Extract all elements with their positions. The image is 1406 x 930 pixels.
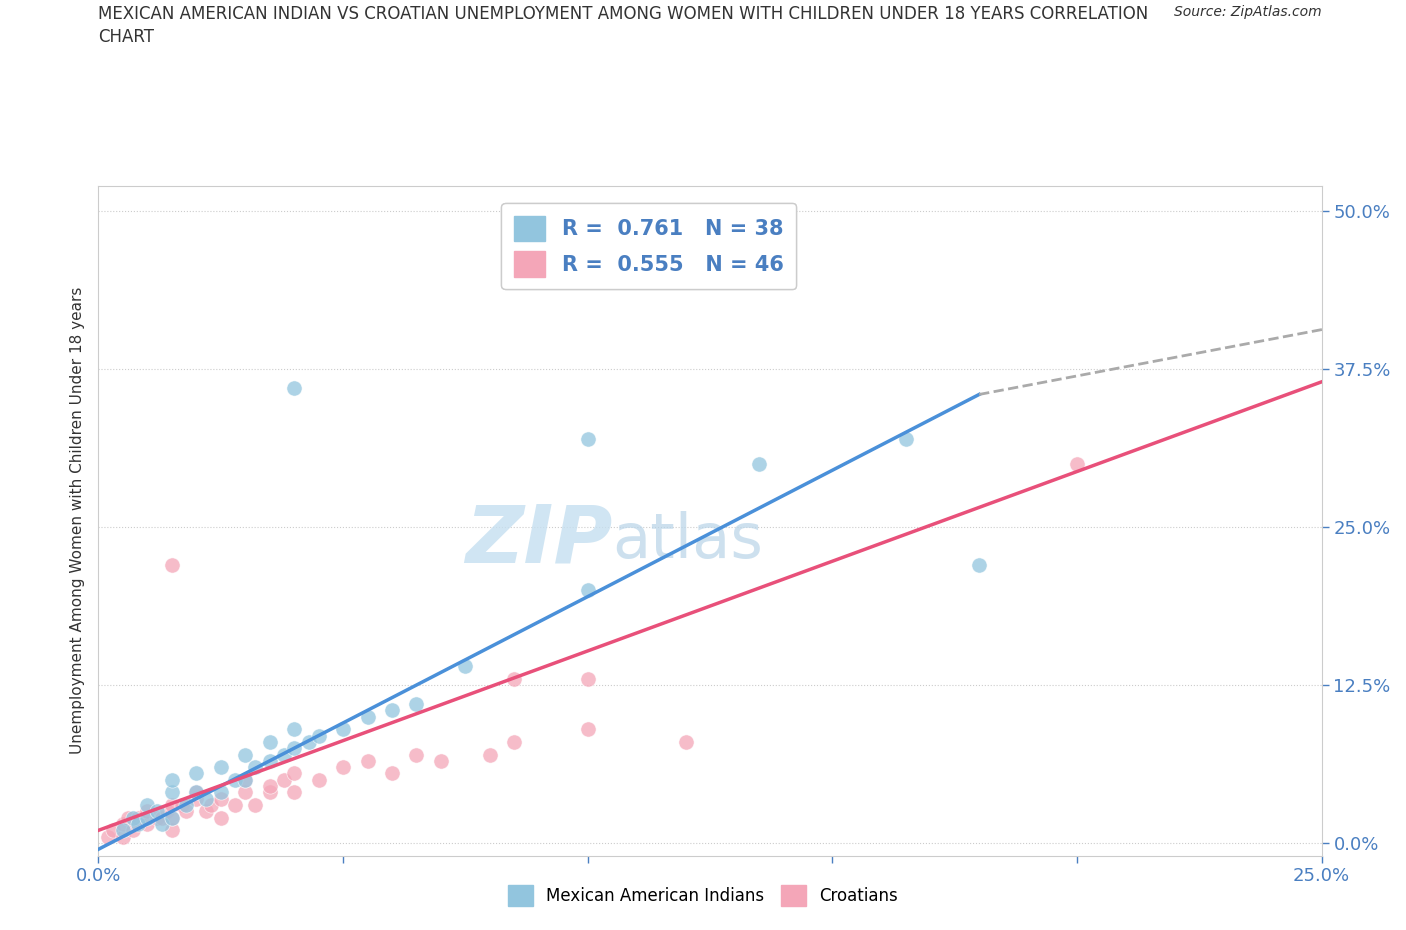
Point [186, 785, 208, 800]
Point [430, 753, 453, 768]
Point [146, 810, 169, 825]
Text: atlas: atlas [612, 511, 763, 571]
Legend: R =  0.761   N = 38, R =  0.555   N = 46: R = 0.761 N = 38, R = 0.555 N = 46 [502, 203, 796, 289]
Point [97, 830, 120, 844]
Point [283, 766, 305, 781]
Point [273, 772, 295, 787]
Point [121, 823, 143, 838]
Point [117, 810, 139, 825]
Point [101, 823, 124, 838]
Point [454, 658, 477, 673]
Point [170, 798, 193, 813]
Point [503, 671, 526, 686]
Point [405, 697, 427, 711]
Point [150, 810, 173, 825]
Point [209, 785, 232, 800]
Point [381, 703, 404, 718]
Point [224, 772, 246, 787]
Point [283, 785, 305, 800]
Point [176, 804, 198, 818]
Point [160, 772, 183, 787]
Point [332, 760, 354, 775]
Point [894, 432, 917, 446]
Point [186, 791, 208, 806]
Point [233, 772, 256, 787]
Point [675, 735, 697, 750]
Point [332, 722, 354, 737]
Point [1066, 457, 1088, 472]
Legend: Mexican American Indians, Croatians: Mexican American Indians, Croatians [501, 879, 905, 912]
Point [259, 735, 281, 750]
Point [405, 747, 427, 762]
Point [146, 804, 169, 818]
Point [111, 830, 134, 844]
Point [259, 778, 281, 793]
Point [209, 810, 232, 825]
Point [160, 798, 183, 813]
Point [576, 722, 599, 737]
Point [356, 753, 378, 768]
Text: CHART: CHART [98, 28, 155, 46]
Point [160, 558, 183, 573]
Point [160, 785, 183, 800]
Point [121, 810, 143, 825]
Point [186, 766, 208, 781]
Point [233, 747, 256, 762]
Point [243, 760, 266, 775]
Text: MEXICAN AMERICAN INDIAN VS CROATIAN UNEMPLOYMENT AMONG WOMEN WITH CHILDREN UNDER: MEXICAN AMERICAN INDIAN VS CROATIAN UNEM… [98, 5, 1149, 22]
Point [283, 380, 305, 395]
Point [748, 457, 770, 472]
Point [259, 785, 281, 800]
Point [233, 785, 256, 800]
Point [136, 810, 159, 825]
Point [160, 810, 183, 825]
Point [127, 817, 149, 831]
Text: Source: ZipAtlas.com: Source: ZipAtlas.com [1174, 5, 1322, 19]
Point [243, 798, 266, 813]
Point [576, 432, 599, 446]
Point [224, 798, 246, 813]
Point [233, 772, 256, 787]
Point [176, 798, 198, 813]
Point [503, 735, 526, 750]
Point [273, 747, 295, 762]
Point [967, 558, 990, 573]
Point [200, 798, 222, 813]
Point [209, 791, 232, 806]
Point [356, 710, 378, 724]
Point [298, 735, 321, 750]
Point [150, 817, 173, 831]
Point [136, 804, 159, 818]
Point [308, 728, 330, 743]
Point [160, 823, 183, 838]
Point [156, 804, 179, 818]
Point [283, 722, 305, 737]
Y-axis label: Unemployment Among Women with Children Under 18 years: Unemployment Among Women with Children U… [69, 287, 84, 754]
Point [576, 583, 599, 598]
Point [381, 766, 404, 781]
Point [283, 741, 305, 756]
Point [209, 760, 232, 775]
Text: ZIP: ZIP [465, 502, 612, 580]
Point [478, 747, 501, 762]
Point [186, 785, 208, 800]
Point [127, 810, 149, 825]
Point [195, 804, 218, 818]
Point [136, 798, 159, 813]
Point [259, 753, 281, 768]
Point [136, 817, 159, 831]
Point [308, 772, 330, 787]
Point [111, 823, 134, 838]
Point [195, 791, 218, 806]
Point [111, 817, 134, 831]
Point [160, 810, 183, 825]
Point [576, 671, 599, 686]
